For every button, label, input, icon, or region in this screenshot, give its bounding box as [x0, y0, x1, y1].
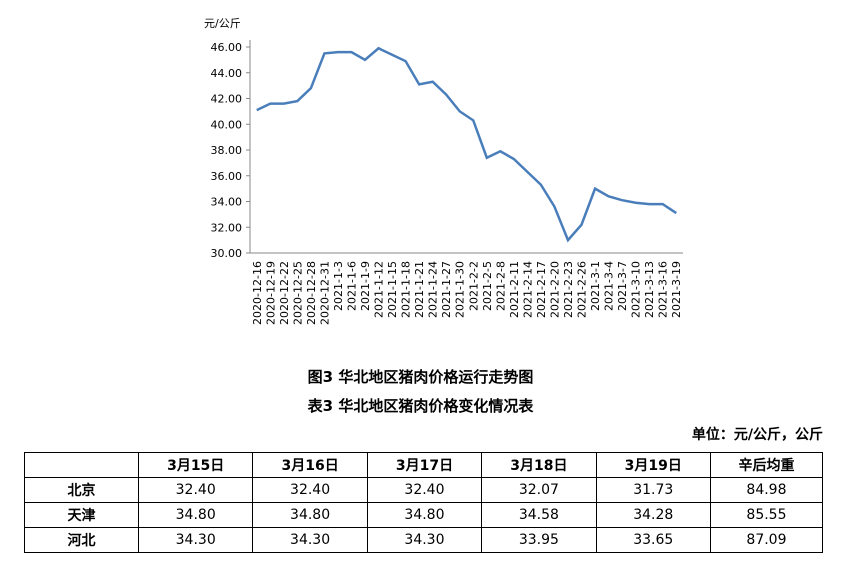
x-tick-label: 2021-2-11	[508, 261, 521, 318]
header-cell: 3月16日	[252, 452, 368, 478]
table-cell: 天津	[24, 502, 139, 528]
table-cell: 87.09	[709, 527, 824, 553]
table-cell: 34.30	[252, 527, 368, 553]
x-tick-label: 2021-2-23	[562, 261, 575, 318]
y-tick-label: 44.00	[211, 67, 243, 80]
figure-caption: 图3 华北地区猪肉价格运行走势图	[307, 368, 534, 386]
x-tick-label: 2020-12-22	[278, 261, 291, 325]
header-cell: 3月18日	[481, 452, 597, 478]
table-cell: 北京	[24, 477, 139, 503]
header-cell: 3月17日	[366, 452, 483, 478]
x-tick-label: 2021-2-20	[548, 261, 561, 318]
table-cell: 34.58	[481, 502, 597, 528]
x-tick-label: 2021-3-7	[616, 261, 629, 311]
x-tick-label: 2021-2-14	[521, 261, 534, 318]
x-tick-label: 2021-2-26	[576, 261, 589, 318]
unit-note: 单位：元/公斤，公斤	[691, 427, 823, 443]
table-cell: 34.80	[252, 502, 368, 528]
x-tick-label: 2021-1-18	[400, 261, 413, 318]
x-tick-label: 2021-1-27	[440, 261, 453, 318]
table-cell: 34.80	[366, 502, 483, 528]
x-tick-label: 2021-2-5	[481, 261, 494, 311]
x-tick-label: 2021-1-12	[373, 261, 386, 318]
x-tick-label: 2021-1-15	[386, 261, 399, 318]
y-tick-label: 36.00	[211, 170, 243, 183]
y-unit: 元/公斤	[204, 17, 241, 30]
table-cell: 34.80	[137, 502, 254, 528]
table-cell: 33.95	[481, 527, 597, 553]
x-tick-label: 2021-3-4	[603, 261, 616, 311]
x-tick-label: 2021-2-2	[467, 261, 480, 311]
y-tick-label: 46.00	[211, 41, 243, 54]
y-tick-label: 42.00	[211, 93, 243, 106]
x-tick-label: 2020-12-25	[291, 261, 304, 325]
table-cell: 84.98	[709, 477, 824, 503]
x-tick-label: 2021-1-21	[413, 261, 426, 318]
x-tick-label: 2021-3-16	[657, 261, 670, 318]
y-tick-label: 40.00	[211, 118, 243, 131]
header-cell: 辛后均重	[709, 452, 824, 478]
table-cell: 85.55	[709, 502, 824, 528]
y-tick-label: 38.00	[211, 144, 243, 157]
table-cell: 32.07	[481, 477, 597, 503]
x-tick-label: 2021-2-17	[535, 261, 548, 318]
x-tick-label: 2021-3-1	[589, 261, 602, 311]
header-cell: 3月15日	[137, 452, 254, 478]
table-row: 天津 34.80 34.80 34.80 34.58 34.28 85.55	[24, 502, 824, 528]
x-tick-label: 2021-3-13	[643, 261, 656, 318]
x-tick-label: 2021-2-8	[494, 261, 507, 311]
table-cell: 34.28	[595, 502, 711, 528]
table-cell: 34.30	[366, 527, 483, 553]
price-line	[256, 46, 677, 243]
y-tick-label: 32.00	[211, 221, 243, 234]
x-tick-label: 2020-12-16	[251, 261, 264, 325]
table-cell: 31.73	[595, 477, 711, 503]
price-table: 3月15日 3月16日 3月17日 3月18日 3月19日 辛后均重 北京 32.40 32.…	[24, 452, 824, 553]
x-tick-label: 2021-1-3	[332, 261, 345, 311]
table-cell: 34.30	[137, 527, 254, 553]
table-cell: 32.40	[137, 477, 254, 503]
x-tick-label: 2021-1-24	[427, 261, 440, 318]
x-tick-label: 2021-1-9	[359, 261, 372, 311]
table-row: 北京 32.40 32.40 32.40 32.07 31.73 84.98	[24, 477, 824, 503]
x-tick-label: 2020-12-31	[318, 261, 331, 325]
table-row: 河北 34.30 34.30 34.30 33.95 33.65 87.09	[24, 527, 824, 553]
table-cell: 33.65	[595, 527, 711, 553]
x-tick-label: 2020-12-28	[305, 261, 318, 325]
x-tick-label: 2021-1-6	[345, 261, 358, 311]
x-tick-label: 2021-3-10	[630, 261, 643, 318]
header-row: 3月15日 3月16日 3月17日 3月18日 3月19日 辛后均重	[24, 452, 824, 478]
y-tick-label: 34.00	[211, 196, 243, 209]
corner-cell	[24, 452, 139, 478]
header-cell: 3月19日	[595, 452, 711, 478]
chart: 元/公斤 30.00 32.00 34.00 36.00 38.00 40.00 42.00…	[204, 17, 683, 325]
x-tick-label: 2021-1-30	[454, 261, 467, 318]
table-cell: 32.40	[366, 477, 483, 503]
table-cell: 河北	[24, 527, 139, 553]
x-tick-label: 2020-12-19	[264, 261, 277, 325]
table-cell: 32.40	[252, 477, 368, 503]
y-tick-label: 30.00	[211, 247, 243, 260]
x-tick-label: 2021-3-19	[670, 261, 683, 318]
table-caption: 表3 华北地区猪肉价格变化情况表	[307, 397, 534, 415]
